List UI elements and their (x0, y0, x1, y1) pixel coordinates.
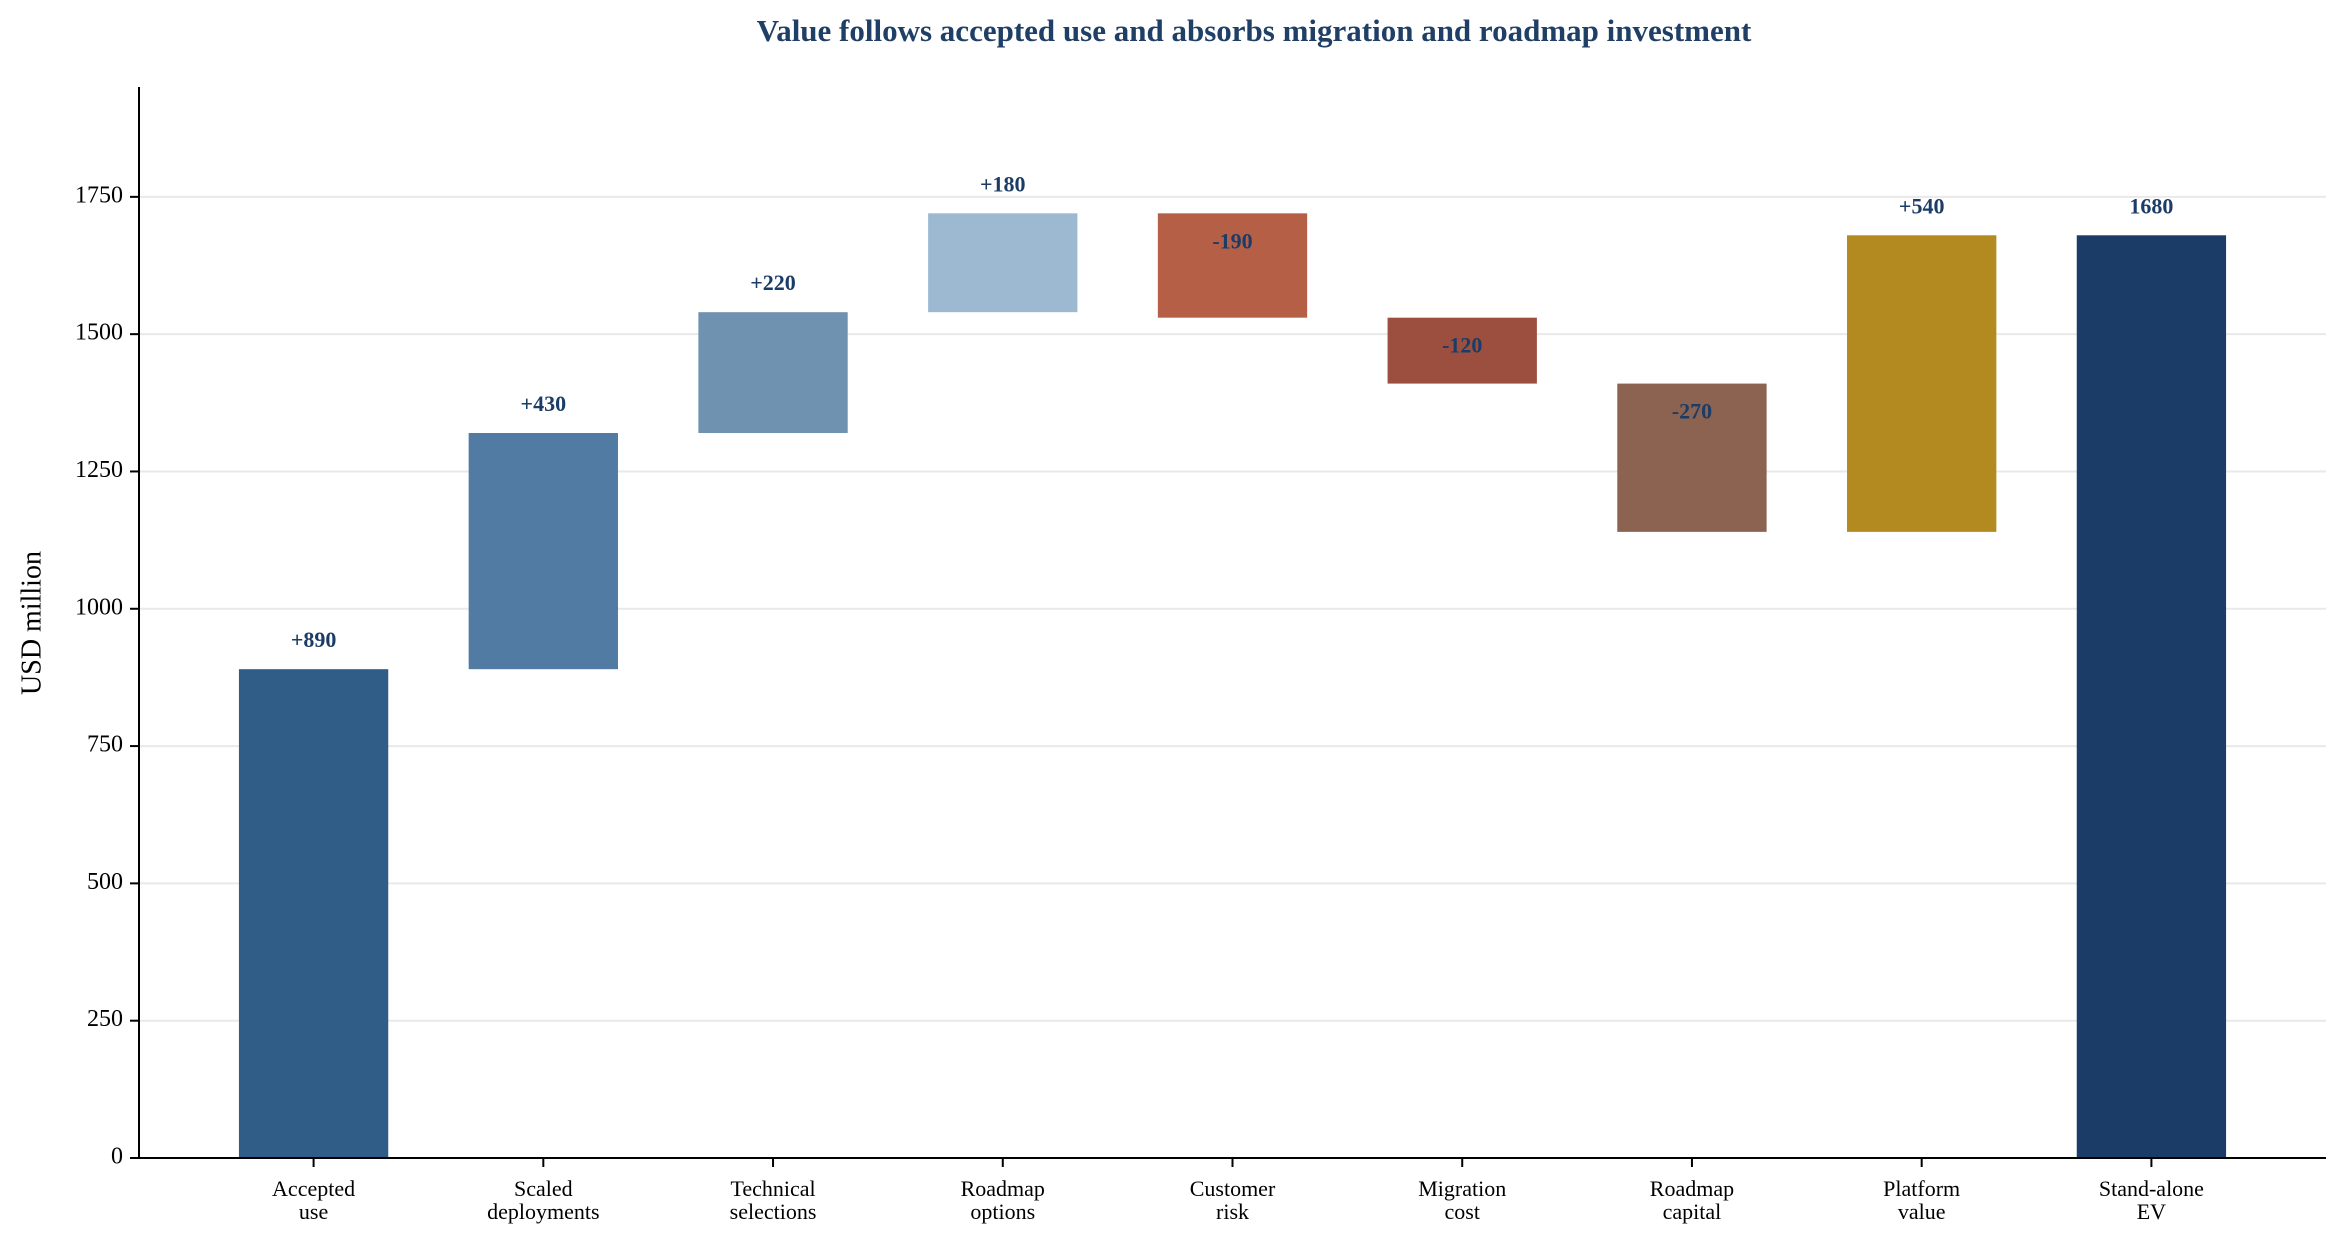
bar (468, 433, 618, 670)
x-tick-label: Customer risk (1190, 1176, 1276, 1224)
value-label: -190 (1212, 228, 1252, 253)
y-tick-label: 500 (87, 869, 123, 895)
bar (698, 312, 848, 434)
bar (1847, 235, 1997, 532)
y-tick-label: 1750 (75, 182, 123, 208)
value-label: +180 (980, 171, 1026, 196)
x-tick-label: Technical selections (730, 1176, 817, 1224)
y-tick-label: 250 (87, 1006, 123, 1032)
y-tick-label: 1250 (75, 457, 123, 483)
x-tick-label: Platform value (1883, 1176, 1960, 1224)
bar (2076, 235, 2227, 1159)
y-tick-label: 1000 (75, 594, 123, 620)
y-axis-label: USD million (16, 551, 47, 695)
bar (1617, 383, 1767, 532)
value-label: -120 (1442, 333, 1482, 358)
bar (1157, 213, 1308, 318)
chart-title: Value follows accepted use and absorbs m… (757, 13, 1752, 48)
x-tick-label: Accepted use (272, 1176, 355, 1224)
value-label: +540 (1899, 193, 1945, 218)
value-label: -270 (1672, 399, 1712, 424)
value-label: 1680 (2129, 193, 2173, 218)
x-tick-label: Migration cost (1418, 1176, 1506, 1224)
value-label: +430 (521, 391, 567, 416)
bar (238, 669, 389, 1158)
y-tick-label: 0 (111, 1144, 123, 1170)
value-label: +890 (291, 627, 337, 652)
value-label: +220 (750, 270, 796, 295)
y-tick-label: 1500 (75, 320, 123, 346)
bar (928, 213, 1078, 313)
y-tick-label: 750 (87, 732, 123, 758)
bar (1387, 317, 1537, 384)
x-tick-label: Stand-alone EV (2099, 1176, 2204, 1224)
x-tick-label: Roadmap capital (1650, 1176, 1734, 1224)
x-tick-label: Scaled deployments (487, 1176, 599, 1224)
x-tick-label: Roadmap options (961, 1176, 1045, 1224)
